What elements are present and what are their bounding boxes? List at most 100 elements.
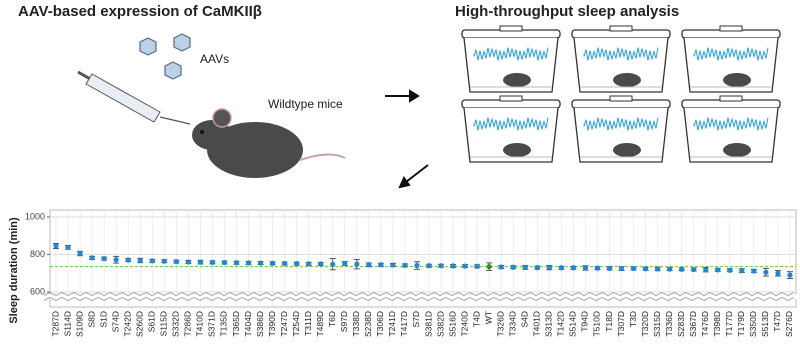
x-tick-label: S283D: [676, 311, 686, 337]
cage-handle: [609, 25, 633, 32]
cages: [461, 25, 781, 163]
data-point: [77, 250, 83, 257]
data-point: [727, 267, 733, 273]
x-tick-label: S315D: [652, 311, 662, 337]
data-point: [306, 261, 312, 267]
data-point: [546, 264, 552, 271]
x-tick-label: T334D: [507, 311, 517, 337]
x-tick-label: T311D: [303, 311, 313, 336]
x-tick-label: S313D: [544, 311, 554, 337]
x-tick-label: S61D: [147, 311, 157, 332]
data-point: [197, 259, 204, 265]
x-tick-label: S514D: [568, 311, 578, 337]
y-tick-label: 600: [30, 286, 45, 296]
data-point: [233, 260, 240, 266]
x-tick-label: T179D: [736, 311, 746, 337]
x-tick-label: T18D: [604, 311, 614, 332]
x-tick-label: T94D: [580, 311, 590, 332]
break-line: [43, 292, 795, 296]
x-tick-label: T306D: [375, 311, 385, 337]
x-tick-label: S260D: [134, 311, 144, 337]
cage-mouse: [723, 73, 751, 87]
data-point: [101, 255, 107, 262]
x-tick-label: T510D: [592, 311, 602, 337]
x-tick-label: T142D: [556, 311, 566, 337]
data-point: [414, 262, 420, 269]
x-tick-label: T417D: [399, 311, 409, 337]
cage-mouse: [503, 143, 531, 157]
data-point: [534, 264, 540, 271]
x-tick-label: S513D: [760, 311, 770, 337]
x-tick-label: T320D: [640, 311, 650, 337]
data-point: [498, 264, 504, 270]
x-tick-label: S367D: [688, 311, 698, 337]
x-tick-label: S276D: [784, 311, 794, 337]
x-tick-label: S115D: [159, 311, 169, 336]
x-tick-label: S382D: [435, 311, 445, 337]
x-tick-label: S350D: [748, 311, 758, 337]
x-tick-label: T326D: [495, 311, 505, 337]
data-point: [209, 259, 216, 265]
x-tick-label: T286D: [183, 311, 193, 337]
left-title: AAV-based expression of CaMKIIβ: [18, 3, 262, 20]
cage-handle: [609, 95, 633, 102]
virus-label: AAVs: [200, 52, 229, 66]
data-point: [510, 264, 516, 270]
x-tick-label: T3D: [628, 311, 638, 327]
data-point: [558, 265, 564, 271]
data-point: [438, 263, 444, 269]
data-point: [655, 266, 661, 272]
data-point: [426, 263, 432, 269]
data-point: [703, 267, 709, 273]
sleep-trace: [583, 117, 659, 131]
x-tick-label: T307D: [616, 311, 626, 337]
x-tick-label: T47D: [772, 311, 782, 332]
cage-mouse: [503, 73, 531, 87]
data-point: [679, 266, 685, 272]
x-tick-label: T177D: [724, 311, 734, 337]
arrows: [385, 89, 429, 189]
sleep-trace: [473, 117, 549, 131]
mouse: [192, 108, 346, 178]
data-point: [185, 259, 191, 265]
x-tick-label: S371D: [207, 311, 217, 337]
data-point: [775, 270, 781, 276]
data-point: [53, 243, 59, 249]
x-tick-label: S332D: [171, 311, 181, 337]
data-point: [763, 269, 769, 275]
x-tick-label: T404D: [243, 311, 253, 337]
data-point: [378, 262, 384, 268]
x-tick-label: T241D: [387, 311, 397, 337]
data-point: [137, 257, 143, 264]
x-tick-label: S8D: [86, 311, 96, 328]
x-tick-label: T338D: [351, 311, 361, 337]
sleep-trace: [693, 117, 769, 131]
data-point: [282, 260, 288, 267]
x-tick-label: S114D: [62, 311, 72, 336]
data-point: [89, 255, 95, 261]
x-tick-label: T398D: [712, 311, 722, 337]
x-tick-label: T6D: [327, 311, 337, 327]
cage-mouse: [723, 143, 751, 157]
cage-handle: [499, 95, 523, 102]
x-tick-label: S1D: [98, 311, 108, 328]
x-tick-label: S97D: [339, 311, 349, 332]
x-tick-label: T135D: [219, 311, 229, 337]
data-point: [450, 263, 456, 269]
data-point: [269, 260, 276, 266]
data-point: [462, 263, 468, 269]
x-tick-label: S516D: [447, 311, 457, 337]
data-point: [739, 268, 745, 274]
x-tick-label: T247D: [279, 311, 289, 337]
data-point: [330, 261, 336, 267]
data-point: [366, 262, 372, 268]
mouse-label: Wildtype mice: [268, 97, 343, 111]
data-point: [390, 262, 396, 268]
data-point: [522, 264, 528, 271]
x-tick-label: T240D: [459, 311, 469, 337]
x-tick-label: S7D: [411, 311, 421, 328]
data-point: [294, 261, 300, 267]
cage-handle: [719, 95, 743, 102]
data-point: [667, 266, 673, 272]
